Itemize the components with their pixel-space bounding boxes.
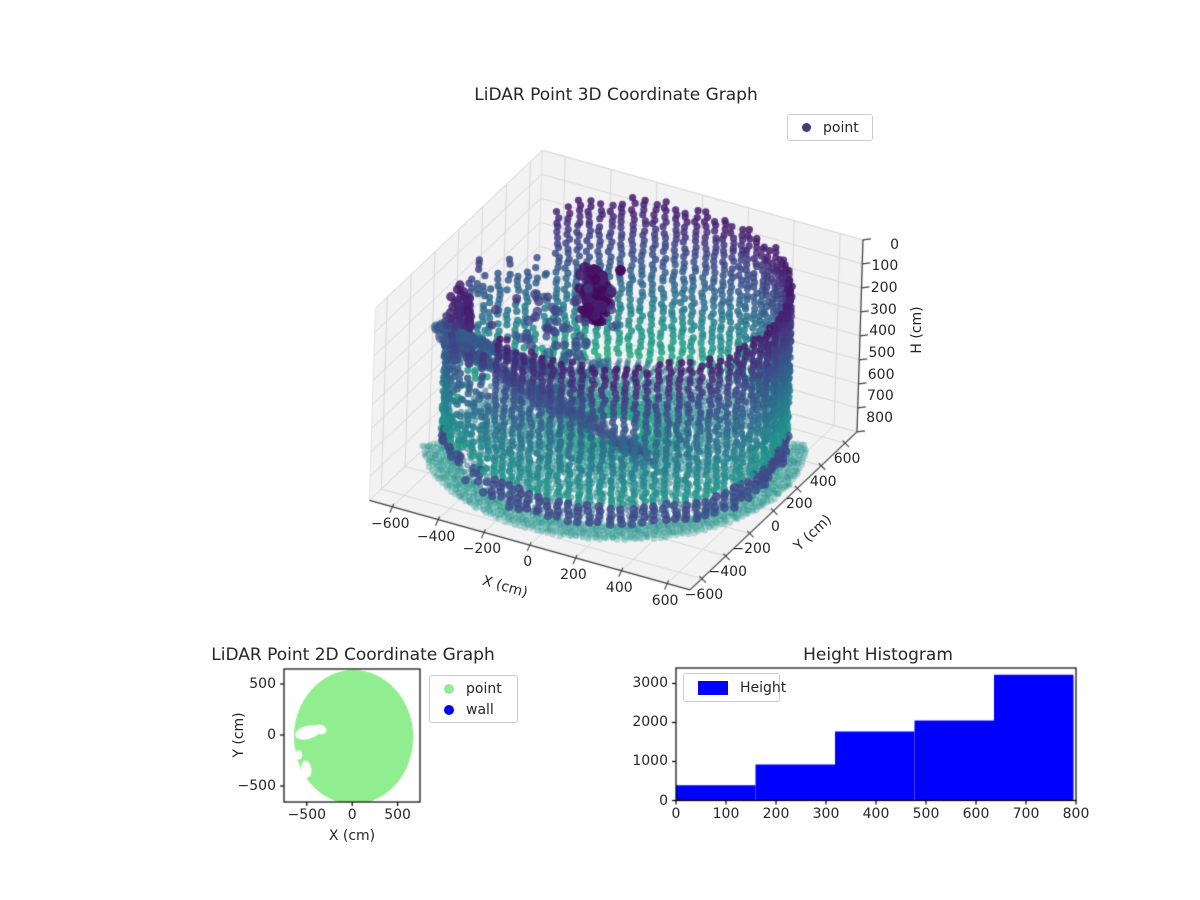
hist-title: Height Histogram	[803, 645, 953, 665]
plot2d-x-tick-label: −500	[287, 807, 327, 823]
plot3d-x-tick-label: −400	[416, 528, 456, 545]
plot2d-legend-label-wall: wall	[466, 701, 494, 718]
hist-x-tick-label: 500	[912, 805, 940, 822]
hist-y-tick-label: 0	[659, 792, 668, 809]
plot2d-legend-label-point: point	[466, 680, 502, 697]
plot2d-y-tick-label: −500	[237, 778, 276, 794]
plot3d-h-tick-label: 500	[868, 344, 896, 361]
plot2d-title: LiDAR Point 2D Coordinate Graph	[211, 645, 495, 665]
hist-legend-label: Height	[740, 679, 787, 696]
plot3d-h-tick-label: 100	[871, 258, 899, 275]
hist-x-tick-label: 100	[712, 805, 740, 822]
plot3d-h-tick-label: 600	[867, 366, 895, 383]
plot2d-legend: point wall	[429, 675, 518, 723]
hist-x-tick-label: 300	[812, 805, 840, 822]
hist-x-tick-label: 0	[671, 805, 681, 822]
plot3d-x-tick-label: −600	[371, 515, 410, 532]
plot3d-x-tick-label: 0	[523, 554, 533, 571]
plot3d-x-tick-label: 200	[560, 566, 587, 583]
hist-x-tick-label: 800	[1062, 805, 1090, 822]
plot3d-y-tick-label: 200	[785, 496, 813, 513]
plot3d-h-tick-label: 0	[890, 236, 899, 253]
plot2d-y-tick-label: 500	[249, 676, 276, 692]
plot3d-y-tick-label: 400	[809, 473, 837, 490]
plot3d-y-tick-label: 600	[833, 451, 861, 468]
plot3d-h-tick-label: 700	[867, 388, 894, 405]
plot3d-y-tick-label: −600	[684, 586, 724, 603]
point-marker-icon	[802, 123, 811, 132]
plot3d-h-tick-label: 800	[866, 409, 893, 426]
hist-x-tick-label: 400	[862, 805, 890, 822]
plot3d-y-tick-label: −400	[708, 564, 747, 581]
plot3d-x-tick-label: 600	[651, 592, 679, 609]
plot3d-h-tick-label: 400	[869, 323, 896, 340]
point-marker-icon	[444, 683, 454, 694]
hist-x-tick-label: 200	[762, 805, 790, 822]
hist-x-tick-label: 600	[962, 805, 990, 822]
plot2d-x-tick-label: 0	[347, 807, 357, 823]
plot3d-h-tick-label: 300	[870, 301, 897, 318]
hist-legend: Height	[683, 673, 786, 702]
plot2d-y-tick-label: 0	[267, 727, 276, 743]
plot3d-x-tick-label: 400	[605, 579, 633, 596]
hist-x-tick-label: 700	[1012, 805, 1040, 822]
height-patch-icon	[698, 680, 728, 695]
plot3d-y-tick-label: 0	[771, 518, 780, 535]
hist-y-tick-label: 2000	[632, 714, 668, 731]
plot2d-xaxis-label: X (cm)	[328, 828, 376, 844]
plot3d-legend: point	[787, 114, 873, 141]
plot3d-y-tick-label: −200	[732, 541, 771, 558]
plot3d-title: LiDAR Point 3D Coordinate Graph	[474, 85, 758, 105]
plot3d-h-tick-label: 200	[870, 280, 898, 297]
wall-marker-icon	[444, 704, 454, 715]
plot3d-x-tick-label: −200	[462, 541, 502, 558]
hist-y-tick-label: 1000	[632, 753, 668, 770]
plot2d-yaxis-label: Y (cm)	[231, 712, 247, 758]
plot3d-legend-label: point	[823, 119, 859, 136]
hist-y-tick-label: 3000	[632, 675, 668, 692]
plot2d-x-tick-label: 500	[384, 807, 411, 823]
plot3d-haxis-label: H (cm)	[909, 306, 925, 354]
